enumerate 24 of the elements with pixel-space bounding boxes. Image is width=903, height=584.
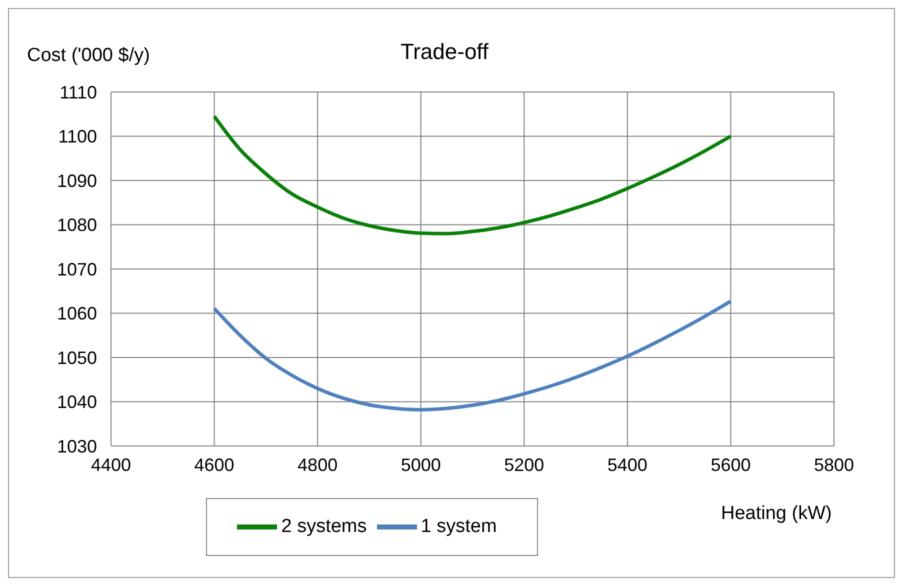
line-series xyxy=(212,300,732,412)
y-tick-label: 1030 xyxy=(56,436,97,456)
y-tick-label: 1090 xyxy=(56,170,97,191)
y-tick-label: 1040 xyxy=(56,392,97,412)
x-tick-label: 5600 xyxy=(710,454,751,475)
x-tick-label: 5400 xyxy=(607,454,648,475)
y-tick-label: 1080 xyxy=(56,215,97,236)
legend-label: 2 systems xyxy=(281,516,367,538)
line-series xyxy=(212,114,732,236)
x-tick-label: 5000 xyxy=(400,454,441,475)
y-tick-label: 1050 xyxy=(56,348,97,368)
y-tick-label: 1100 xyxy=(58,126,97,147)
y-tick-label: 1060 xyxy=(56,304,97,324)
x-tick-label: 4400 xyxy=(90,454,132,475)
chart-title: Trade-off xyxy=(400,39,489,64)
legend-label: 1 system xyxy=(420,516,497,538)
x-tick-label: 4800 xyxy=(298,454,338,475)
x-tick-label: 5200 xyxy=(504,454,544,475)
y-tick-label: 1070 xyxy=(56,259,97,280)
y-tick-label: 1110 xyxy=(60,82,97,102)
x-tick-label: 5800 xyxy=(814,454,854,475)
x-tick-label: 4600 xyxy=(194,454,234,475)
y-axis-title: Cost ('000 $/y) xyxy=(27,45,150,67)
x-axis-title: Heating (kW) xyxy=(721,503,832,525)
